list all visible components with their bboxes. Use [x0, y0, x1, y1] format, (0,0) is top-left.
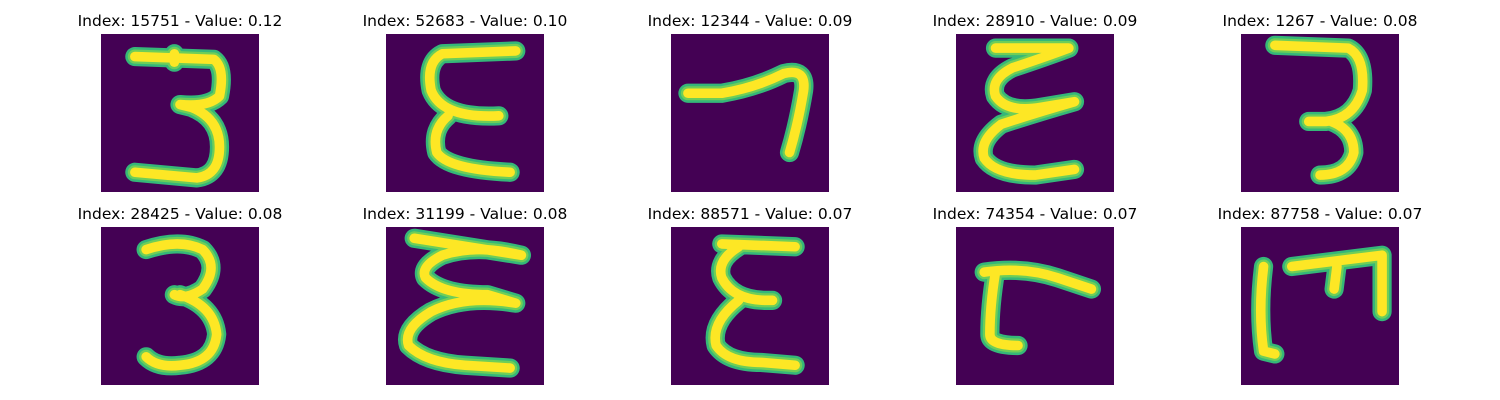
digit-image — [101, 227, 259, 385]
digit-image — [1241, 227, 1399, 385]
digit-image — [671, 227, 829, 385]
panel-10: Index: 87758 - Value: 0.07 — [1180, 205, 1460, 395]
panel-9: Index: 74354 - Value: 0.07 — [895, 205, 1175, 395]
digit-image — [1241, 34, 1399, 192]
panel-title: Index: 87758 - Value: 0.07 — [1180, 205, 1460, 223]
panel-title: Index: 31199 - Value: 0.08 — [325, 205, 605, 223]
panel-title: Index: 52683 - Value: 0.10 — [325, 12, 605, 30]
digit-image — [101, 34, 259, 192]
panel-title: Index: 28910 - Value: 0.09 — [895, 12, 1175, 30]
digit-image — [671, 34, 829, 192]
digit-image — [956, 34, 1114, 192]
panel-2: Index: 52683 - Value: 0.10 — [325, 12, 605, 202]
digit-image — [956, 227, 1114, 385]
panel-title: Index: 74354 - Value: 0.07 — [895, 205, 1175, 223]
panel-title: Index: 28425 - Value: 0.08 — [40, 205, 320, 223]
panel-title: Index: 15751 - Value: 0.12 — [40, 12, 320, 30]
panel-7: Index: 31199 - Value: 0.08 — [325, 205, 605, 395]
panel-3: Index: 12344 - Value: 0.09 — [610, 12, 890, 202]
digit-image — [386, 227, 544, 385]
digit-image — [386, 34, 544, 192]
panel-title: Index: 88571 - Value: 0.07 — [610, 205, 890, 223]
panel-8: Index: 88571 - Value: 0.07 — [610, 205, 890, 395]
panel-4: Index: 28910 - Value: 0.09 — [895, 12, 1175, 202]
panel-1: Index: 15751 - Value: 0.12 — [40, 12, 320, 202]
panel-title: Index: 12344 - Value: 0.09 — [610, 12, 890, 30]
panel-title: Index: 1267 - Value: 0.08 — [1180, 12, 1460, 30]
panel-5: Index: 1267 - Value: 0.08 — [1180, 12, 1460, 202]
panel-6: Index: 28425 - Value: 0.08 — [40, 205, 320, 395]
